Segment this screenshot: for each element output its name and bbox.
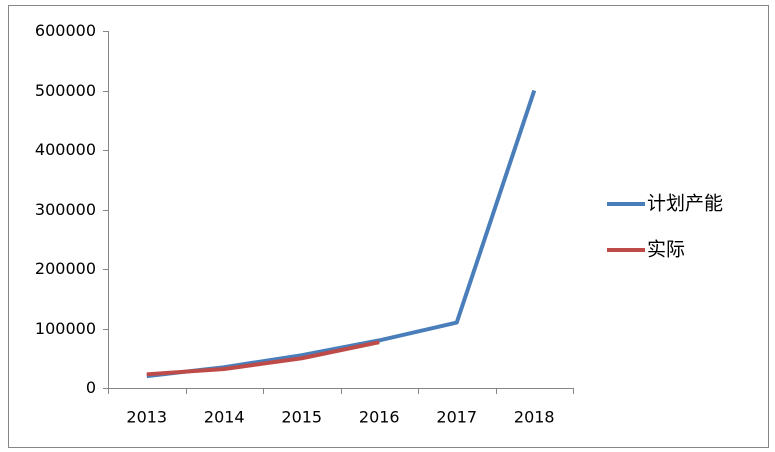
x-tick-label: 2015	[281, 408, 322, 427]
x-tick-label: 2016	[359, 408, 400, 427]
y-tick-label: 600000	[35, 21, 96, 40]
y-tick-label: 200000	[35, 259, 96, 278]
series-line	[146, 340, 380, 377]
x-tick-label: 2013	[126, 408, 167, 427]
y-tick-label: 400000	[35, 140, 96, 159]
x-tick-label: 2018	[514, 408, 555, 427]
x-tick-label: 2014	[204, 408, 245, 427]
y-tick-label: 100000	[35, 319, 96, 338]
legend-label: 实际	[647, 239, 685, 261]
legend-label: 计划产能	[647, 193, 723, 215]
x-tick-label: 2017	[436, 408, 477, 427]
y-tick-label: 0	[86, 378, 96, 397]
chart-border	[8, 5, 769, 448]
y-tick-label: 500000	[35, 81, 96, 100]
y-tick-label: 300000	[35, 200, 96, 219]
